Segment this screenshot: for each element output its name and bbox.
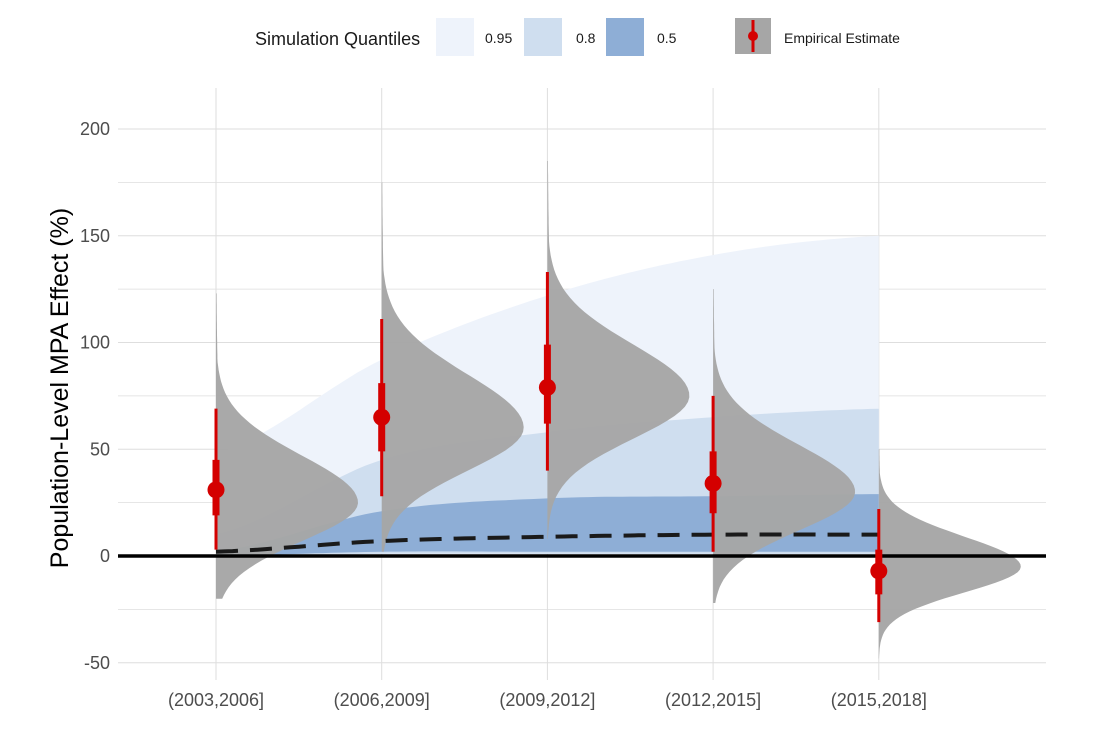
estimate-point <box>373 408 391 426</box>
tick-labels: -50 0 50 100 150 200 (2003,2006] (2006,2009] (20… <box>80 119 927 710</box>
y-tick-label: -50 <box>84 653 110 673</box>
legend-label-empirical: Empirical Estimate <box>784 30 900 46</box>
legend-key-q80 <box>524 18 562 56</box>
y-tick-label: 200 <box>80 119 110 139</box>
estimate-point <box>870 562 888 580</box>
violin-1 <box>381 182 524 552</box>
violin-0 <box>216 293 358 599</box>
y-tick-label: 50 <box>90 439 110 459</box>
legend-key-q95 <box>436 18 474 56</box>
violin-2 <box>547 161 690 539</box>
x-tick-label: (2003,2006] <box>168 690 264 710</box>
median-line-layer <box>215 532 879 554</box>
legend-label-q95: 0.95 <box>485 30 512 46</box>
estimate-point <box>704 474 722 492</box>
y-tick-label: 0 <box>100 546 110 566</box>
legend-label-q80: 0.8 <box>576 30 596 46</box>
legend-key-empirical-dot <box>748 31 758 41</box>
violin-4 <box>878 449 1021 659</box>
x-tick-label: (2009,2012] <box>499 690 595 710</box>
estimate-point <box>538 378 556 396</box>
legend-key-q50 <box>606 18 644 56</box>
violin-3 <box>713 289 855 603</box>
estimate-point <box>207 481 225 499</box>
y-axis-title: Population-Level MPA Effect (%) <box>46 208 74 568</box>
y-tick-label: 150 <box>80 226 110 246</box>
y-tick-label: 100 <box>80 333 110 353</box>
posterior-violins <box>216 161 1021 659</box>
x-tick-label: (2012,2015] <box>665 690 761 710</box>
legend-label-q50: 0.5 <box>657 30 677 46</box>
legend-title: Simulation Quantiles <box>255 29 420 49</box>
x-tick-label: (2006,2009] <box>334 690 430 710</box>
legend: Simulation Quantiles 0.95 0.8 0.5 Empiri… <box>255 18 900 56</box>
empirical-estimates <box>207 272 888 623</box>
x-tick-label: (2015,2018] <box>831 690 927 710</box>
median-line <box>215 532 879 554</box>
